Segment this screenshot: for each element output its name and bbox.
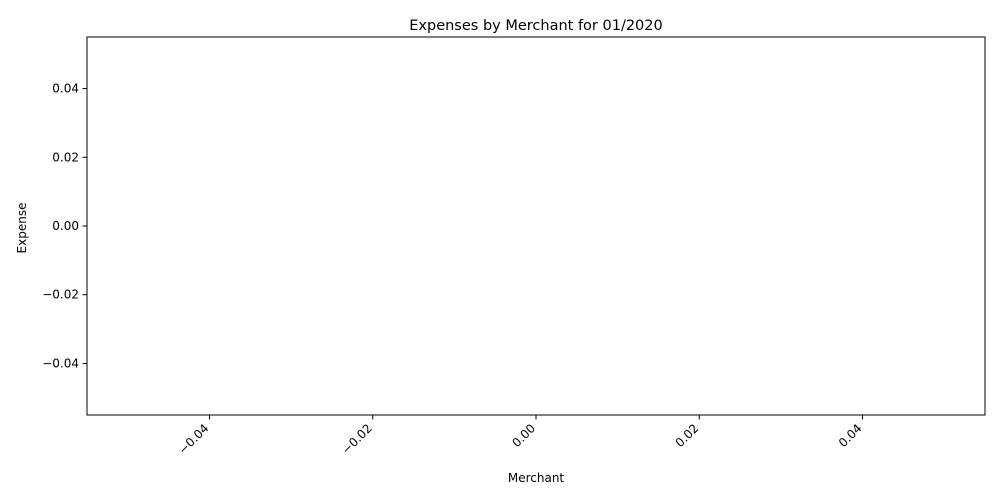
y-tick-label: 0.02 (52, 150, 79, 164)
y-tick-label: 0.04 (52, 82, 79, 96)
chart-title: Expenses by Merchant for 01/2020 (409, 18, 662, 34)
y-tick-label: −0.04 (42, 356, 79, 370)
y-axis-label: Expense (15, 203, 29, 254)
x-axis-label: Merchant (508, 471, 565, 485)
y-tick-label: −0.02 (42, 288, 79, 302)
y-axis-ticks: −0.04 −0.02 0.00 0.02 0.04 (42, 82, 87, 370)
y-tick-label: 0.00 (52, 219, 79, 233)
